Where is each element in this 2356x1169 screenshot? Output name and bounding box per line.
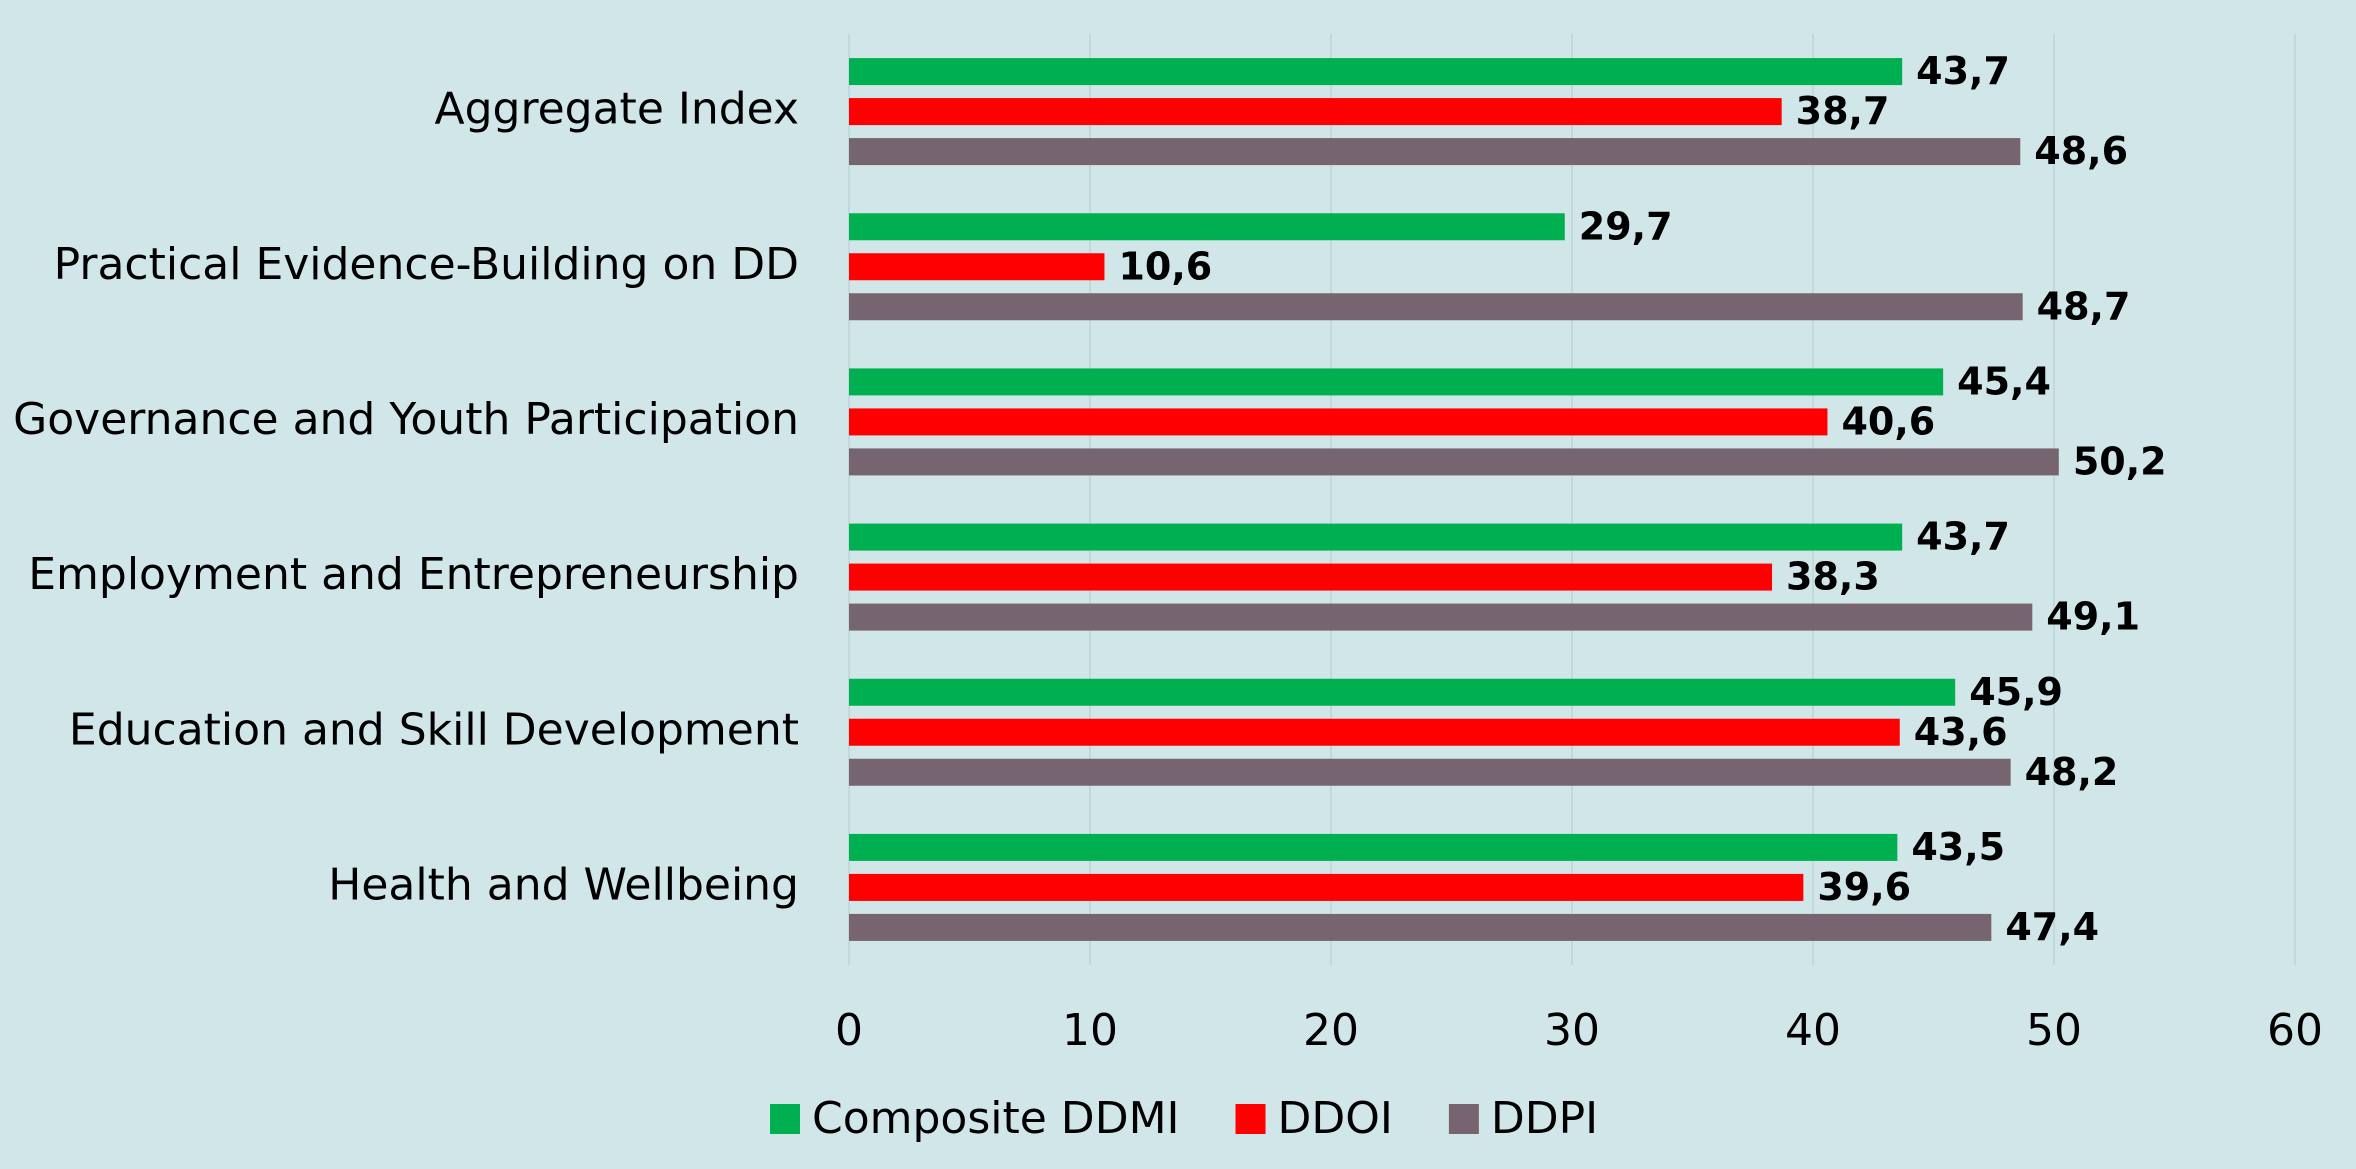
bar: [849, 873, 1804, 901]
x-tick-label: 50: [2026, 1005, 2082, 1056]
data-label: 49,1: [2046, 595, 2140, 639]
bar: [849, 368, 1944, 396]
data-label: 40,6: [1841, 399, 1935, 443]
bar: [849, 523, 1903, 551]
category-label: Employment and Entrepreneurship: [28, 549, 799, 600]
bar: [849, 138, 2021, 166]
bar: [849, 293, 2023, 321]
bar: [849, 213, 1565, 241]
legend-label: DDPI: [1491, 1093, 1598, 1144]
legend-swatch: [1448, 1104, 1479, 1134]
data-label: 48,2: [2025, 750, 2119, 794]
data-label: 48,7: [2037, 284, 2131, 328]
bar: [849, 58, 1903, 86]
data-label: 43,7: [1916, 515, 2010, 559]
data-label: 29,7: [1579, 204, 1673, 248]
data-label: 38,3: [1786, 555, 1880, 599]
category-label: Practical Evidence-Building on DD: [54, 239, 799, 290]
legend-label: Composite DDMI: [812, 1093, 1180, 1144]
bar: [849, 718, 1900, 746]
bar: [849, 603, 2033, 631]
bar: [849, 913, 1992, 941]
bar: [849, 253, 1105, 281]
x-tick-label: 40: [1785, 1005, 1841, 1056]
bar: [849, 408, 1828, 436]
data-label: 45,9: [1969, 670, 2063, 714]
x-tick-label: 30: [1544, 1005, 1600, 1056]
data-label: 43,7: [1916, 49, 2010, 93]
category-label: Education and Skill Development: [69, 704, 799, 755]
data-label: 10,6: [1118, 244, 1212, 288]
category-label: Governance and Youth Participation: [13, 394, 799, 445]
data-label: 43,5: [1911, 825, 2005, 869]
legend-swatch: [1235, 1104, 1266, 1134]
data-label: 38,7: [1796, 89, 1890, 133]
x-tick-label: 20: [1303, 1005, 1359, 1056]
category-label: Health and Wellbeing: [328, 859, 799, 910]
category-label: Aggregate Index: [435, 84, 799, 135]
bar: [849, 758, 2011, 786]
x-tick-label: 10: [1062, 1005, 1118, 1056]
bar: [849, 833, 1898, 861]
data-label: 39,6: [1817, 865, 1911, 909]
legend-swatch: [770, 1104, 800, 1134]
legend-label: DDOI: [1278, 1093, 1393, 1144]
data-label: 47,4: [2005, 905, 2099, 949]
data-label: 48,6: [2034, 129, 2128, 173]
bar: [849, 563, 1773, 591]
data-label: 43,6: [1914, 710, 2008, 754]
bar: [849, 678, 1956, 706]
data-label: 50,2: [2073, 439, 2167, 483]
x-tick-label: 0: [835, 1005, 863, 1056]
x-tick-label: 60: [2267, 1005, 2323, 1056]
bar: [849, 98, 1782, 126]
bar: [849, 448, 2059, 476]
data-label: 45,4: [1957, 359, 2051, 403]
